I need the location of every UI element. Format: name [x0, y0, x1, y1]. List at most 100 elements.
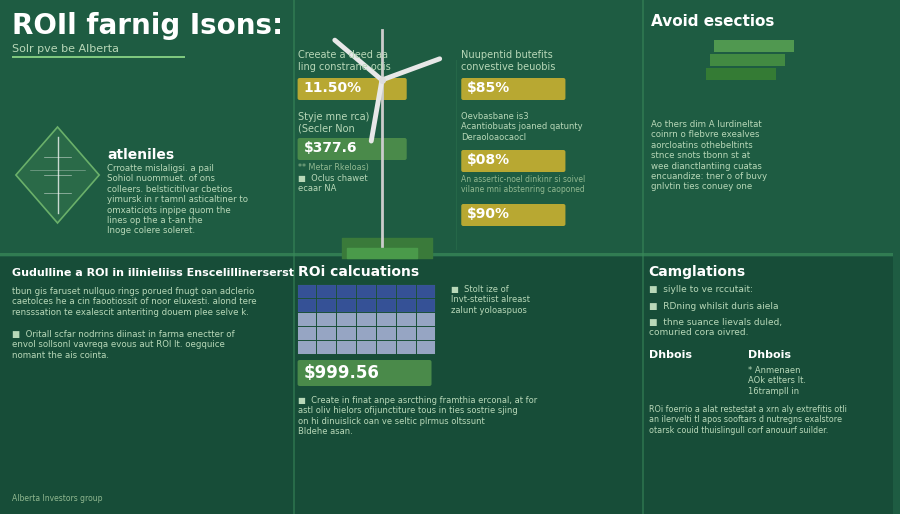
FancyBboxPatch shape	[298, 360, 431, 386]
Text: tbun gis faruset nullquo rings porued fnugt oan adclerio
caetolces he a cin faoo: tbun gis faruset nullquo rings porued fn…	[12, 287, 256, 317]
Text: Oevbasbane is3
Acantiobuats joaned qatunty
Deraoloaocaocl: Oevbasbane is3 Acantiobuats joaned qatun…	[462, 112, 583, 142]
Bar	[298, 341, 317, 354]
Bar	[298, 313, 317, 326]
Bar	[318, 341, 337, 354]
Bar	[318, 327, 337, 340]
Bar	[298, 285, 317, 298]
Bar	[456, 60, 457, 250]
Bar	[338, 327, 356, 340]
Text: Crroatte mislaligsi. a pail
Sohiol nuommuet. of ons
colleers. belsticitilvar cbe: Crroatte mislaligsi. a pail Sohiol nuomm…	[107, 164, 248, 235]
Text: ■  Stolt ize of
lnvt-stetiist alreast
zalunt yoloaspuos: ■ Stolt ize of lnvt-stetiist alreast zal…	[451, 285, 530, 315]
Bar	[0, 257, 893, 514]
Bar	[298, 313, 317, 326]
Bar	[715, 40, 794, 52]
Text: Ao thers dim A lurdineltat
coinrn o flebvre exealves
aorcloatins othebeltints
st: Ao thers dim A lurdineltat coinrn o fleb…	[651, 120, 767, 191]
Bar	[318, 285, 337, 298]
Text: * Anmenaen
AOk etlters It.
16trampll in: * Anmenaen AOk etlters It. 16trampll in	[748, 366, 806, 396]
Bar	[0, 253, 893, 256]
Bar	[298, 327, 317, 340]
Bar	[417, 285, 436, 298]
Text: ■  Oritall scfar nodrrins diinast in farma enectter of
envol sollsonl vavreqa ev: ■ Oritall scfar nodrrins diinast in farm…	[12, 330, 235, 360]
FancyBboxPatch shape	[462, 150, 565, 172]
Text: $377.6: $377.6	[303, 141, 357, 155]
Bar	[318, 299, 337, 312]
Text: ROi calcuations: ROi calcuations	[298, 265, 419, 279]
Bar	[357, 327, 376, 340]
Bar	[377, 285, 396, 298]
Bar	[377, 327, 396, 340]
Bar	[357, 313, 376, 326]
Text: ** Metar Rkeloas): ** Metar Rkeloas)	[298, 163, 368, 172]
Bar	[397, 341, 416, 354]
Bar	[357, 341, 376, 354]
Bar	[338, 313, 356, 326]
Text: Alberta Investors group: Alberta Investors group	[12, 494, 103, 503]
Bar	[338, 299, 356, 312]
Text: Gudulline a ROI in ilinieliiss Enscelillinerserst: Gudulline a ROI in ilinieliiss Enscelill…	[12, 268, 294, 278]
Text: $85%: $85%	[467, 81, 510, 95]
Bar	[338, 313, 356, 326]
Bar	[377, 341, 396, 354]
Bar	[417, 341, 436, 354]
Bar	[338, 285, 356, 298]
Bar	[642, 0, 643, 514]
Text: atleniles: atleniles	[107, 148, 175, 162]
Bar	[397, 313, 416, 326]
Text: $999.56: $999.56	[303, 364, 380, 382]
Bar	[318, 341, 337, 354]
Bar	[710, 54, 785, 66]
Bar	[397, 299, 416, 312]
Text: Nuupentid butefits
convestive beuobis: Nuupentid butefits convestive beuobis	[462, 50, 555, 71]
Bar	[338, 341, 356, 354]
Bar	[357, 285, 376, 298]
Bar	[292, 0, 294, 514]
Bar	[417, 299, 436, 312]
Bar	[338, 299, 356, 312]
Bar	[377, 313, 396, 326]
Bar	[417, 313, 436, 326]
Text: Avoid esectios: Avoid esectios	[651, 14, 774, 29]
Bar	[298, 285, 317, 298]
Text: Dhbois: Dhbois	[649, 350, 692, 360]
Bar	[338, 341, 356, 354]
Bar	[298, 299, 317, 312]
Text: An assertic-noel dinkinr si soivel
vilane mni abstenring caoponed: An assertic-noel dinkinr si soivel vilan…	[462, 175, 586, 194]
Bar	[12, 56, 185, 58]
Bar	[338, 285, 356, 298]
Text: ■  siylle to ve rccutait:: ■ siylle to ve rccutait:	[649, 285, 752, 294]
Text: Dhbois: Dhbois	[748, 350, 791, 360]
Bar	[357, 327, 376, 340]
Bar	[318, 327, 337, 340]
Text: Solr pve be Alberta: Solr pve be Alberta	[12, 44, 119, 54]
Text: ■  RDning whilsit duris aiela: ■ RDning whilsit duris aiela	[649, 302, 778, 311]
Bar	[397, 341, 416, 354]
Bar	[417, 327, 436, 340]
Bar	[397, 327, 416, 340]
Bar	[377, 299, 396, 312]
Text: Camglations: Camglations	[649, 265, 746, 279]
Text: ■  thne suance lievals duled,
comuried cora oivred.: ■ thne suance lievals duled, comuried co…	[649, 318, 782, 337]
Bar	[318, 285, 337, 298]
Bar	[377, 285, 396, 298]
Text: Creeate a deed aa
ling constrane odis: Creeate a deed aa ling constrane odis	[298, 50, 391, 71]
Bar	[417, 285, 436, 298]
FancyBboxPatch shape	[462, 204, 565, 226]
Bar	[417, 327, 436, 340]
Bar	[397, 299, 416, 312]
Bar	[417, 299, 436, 312]
Bar	[417, 341, 436, 354]
Bar	[715, 40, 794, 52]
Bar	[298, 299, 317, 312]
Text: Styje mne rca)
(Secler Non: Styje mne rca) (Secler Non	[298, 112, 369, 134]
Text: 11.50%: 11.50%	[303, 81, 362, 95]
Bar	[357, 341, 376, 354]
Bar	[357, 299, 376, 312]
Text: ■  Oclus chawet
ecaar NA: ■ Oclus chawet ecaar NA	[298, 174, 367, 193]
Bar	[397, 327, 416, 340]
Bar	[397, 285, 416, 298]
Bar	[298, 327, 317, 340]
FancyBboxPatch shape	[298, 78, 407, 100]
Bar	[298, 341, 317, 354]
FancyBboxPatch shape	[462, 78, 565, 100]
Bar	[377, 299, 396, 312]
